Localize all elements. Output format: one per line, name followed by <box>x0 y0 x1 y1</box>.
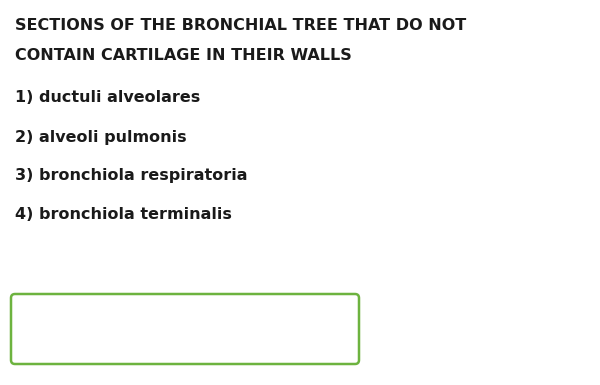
Text: 3) bronchiola respiratoria: 3) bronchiola respiratoria <box>15 168 248 183</box>
Text: 1) ductuli alveolares: 1) ductuli alveolares <box>15 90 200 105</box>
FancyBboxPatch shape <box>11 294 359 364</box>
Text: 4) bronchiola terminalis: 4) bronchiola terminalis <box>15 207 232 222</box>
Text: CONTAIN CARTILAGE IN THEIR WALLS: CONTAIN CARTILAGE IN THEIR WALLS <box>15 48 352 63</box>
Text: 2) alveoli pulmonis: 2) alveoli pulmonis <box>15 130 187 145</box>
Text: SECTIONS OF THE BRONCHIAL TREE THAT DO NOT: SECTIONS OF THE BRONCHIAL TREE THAT DO N… <box>15 18 466 33</box>
